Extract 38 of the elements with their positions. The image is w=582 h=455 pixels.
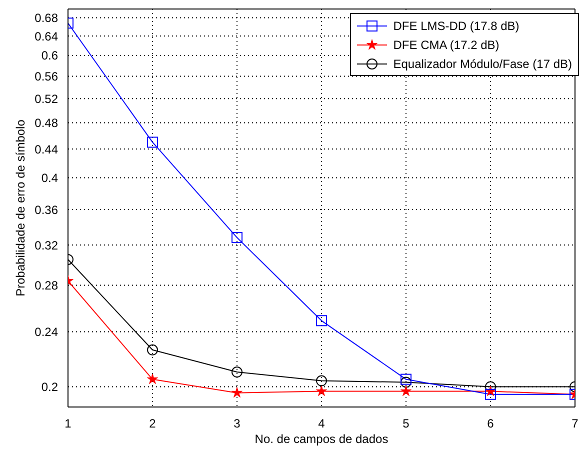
point xyxy=(232,366,242,378)
y-tick-label: 0.68 xyxy=(34,11,58,25)
y-tick-label: 0.48 xyxy=(34,116,58,130)
point xyxy=(232,387,242,398)
legend-label: Equalizador Módulo/Fase (17 dB) xyxy=(393,56,572,70)
y-axis-title: Probabilidade de erro de símbolo xyxy=(13,119,28,296)
y-tick-label: 0.52 xyxy=(34,92,58,106)
x-tick-label: 6 xyxy=(487,416,494,431)
y-tick-label: 0.2 xyxy=(41,380,58,394)
y-tick-label: 0.4 xyxy=(41,170,58,185)
x-tick-label: 1 xyxy=(64,416,72,431)
x-tick-label: 3 xyxy=(234,416,241,431)
point xyxy=(316,315,327,326)
x-tick-label: 2 xyxy=(149,416,156,431)
y-tick-label: 0.64 xyxy=(34,29,58,44)
point xyxy=(147,344,158,356)
point xyxy=(316,375,327,386)
x-tick-label: 4 xyxy=(318,416,326,431)
point xyxy=(316,386,327,396)
y-tick-label: 0.56 xyxy=(34,70,58,84)
y-tick-label: 0.36 xyxy=(34,202,58,217)
point xyxy=(400,376,412,388)
point xyxy=(147,136,158,148)
x-tick-label: 7 xyxy=(572,416,579,431)
x-axis-title: No. de campos de dados xyxy=(254,432,388,446)
y-tick-label: 0.44 xyxy=(34,142,58,156)
point xyxy=(147,374,158,384)
point xyxy=(400,374,412,385)
y-tick-label: 0.32 xyxy=(34,238,58,252)
legend-label: DFE CMA (17.2 dB) xyxy=(393,38,500,52)
legend-label: DFE LMS-DD (17.8 dB) xyxy=(393,18,520,32)
y-tick-label: 0.24 xyxy=(34,325,58,340)
y-tick-label: 0.6 xyxy=(41,48,58,63)
point xyxy=(485,388,496,400)
y-tick-label: 0.28 xyxy=(34,278,58,293)
point xyxy=(400,386,412,396)
x-tick-label: 5 xyxy=(402,416,410,431)
point xyxy=(232,232,242,244)
